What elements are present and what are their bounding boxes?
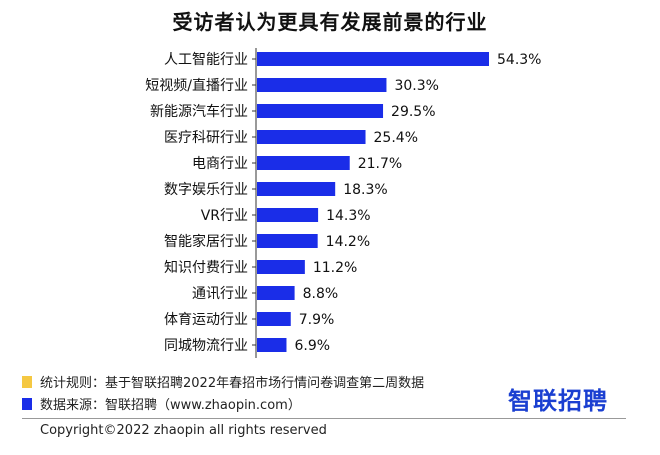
footer-divider (22, 418, 626, 419)
stat-rule-text: 统计规则：基于智联招聘2022年春招市场行情问卷调查第二周数据 (40, 376, 425, 391)
bar (257, 234, 318, 248)
copyright-text: Copyright©2022 zhaopin all rights reserv… (40, 423, 327, 438)
category-label: 电商行业 (192, 156, 248, 172)
value-label: 30.3% (394, 78, 438, 94)
yellow-square-icon (22, 375, 32, 388)
bar-chart: 人工智能行业 54.3% 短视频/直播行业 30.3% 新能源汽车行业 29.5% 医疗科研… (145, 48, 541, 358)
value-label: 11.2% (313, 260, 357, 276)
bar (257, 104, 384, 118)
category-label: VR行业 (201, 208, 248, 224)
value-label: 25.4% (374, 130, 418, 146)
data-source-text: 数据来源：智联招聘（www.zhaopin.com） (40, 398, 301, 413)
value-label: 6.9% (294, 338, 330, 354)
bar (257, 130, 366, 144)
value-label: 54.3% (497, 52, 541, 68)
chart-title: 受访者认为更具有发展前景的行业 (172, 10, 488, 34)
value-label: 14.3% (326, 208, 370, 224)
stat-rule-note: 统计规则：基于智联招聘2022年春招市场行情问卷调查第二周数据 (22, 372, 424, 391)
category-label: 人工智能行业 (164, 52, 248, 68)
bar (257, 260, 305, 274)
value-label: 18.3% (343, 182, 387, 198)
category-label: 知识付费行业 (164, 259, 248, 276)
category-label: 同城物流行业 (164, 338, 248, 354)
category-label: 短视频/直播行业 (145, 77, 248, 94)
value-label: 21.7% (358, 156, 402, 172)
data-source-note: 数据来源：智联招聘（www.zhaopin.com） (22, 394, 301, 413)
category-label: 医疗科研行业 (164, 130, 248, 146)
category-label: 数字娱乐行业 (164, 182, 248, 198)
bar (257, 208, 319, 222)
category-label: 智能家居行业 (164, 233, 248, 250)
value-label: 8.8% (303, 286, 339, 302)
bar (257, 312, 291, 326)
zhaopin-logo: 智联招聘 (508, 387, 608, 415)
category-label: 新能源汽车行业 (150, 103, 248, 120)
bar (257, 52, 489, 66)
bar (257, 156, 350, 170)
value-label: 7.9% (299, 312, 335, 328)
category-label: 通讯行业 (192, 286, 248, 302)
value-label: 14.2% (326, 234, 370, 250)
bar (257, 338, 287, 352)
bar (257, 182, 336, 196)
category-label: 体育运动行业 (164, 312, 248, 328)
value-label: 29.5% (391, 104, 435, 120)
blue-square-icon (22, 397, 32, 410)
bar (257, 78, 387, 92)
bar (257, 286, 295, 300)
